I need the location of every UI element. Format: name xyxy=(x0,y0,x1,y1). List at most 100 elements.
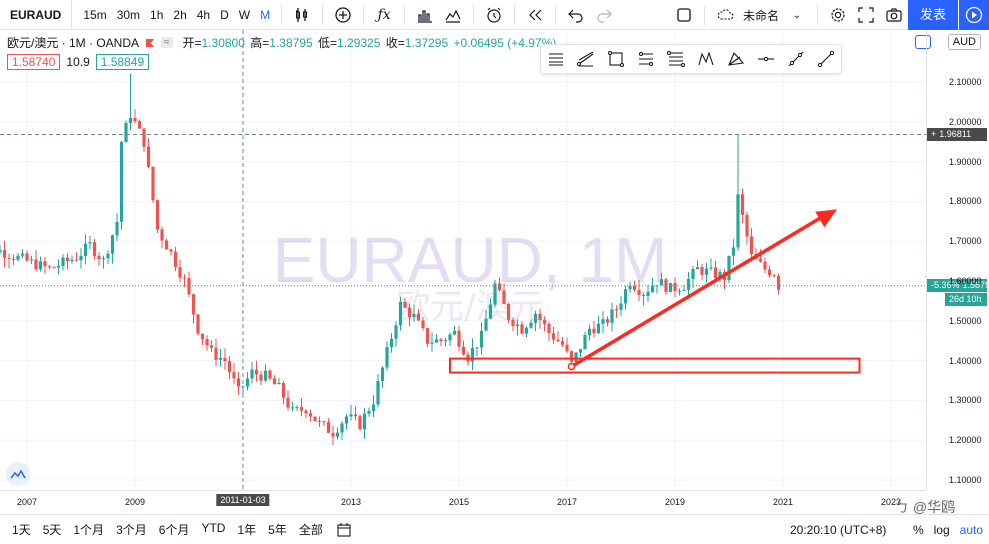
candle-body xyxy=(349,414,353,417)
candle-body xyxy=(286,397,290,408)
settings-gear-icon[interactable] xyxy=(827,4,849,26)
candle-body xyxy=(20,253,25,256)
publish-button[interactable]: 发表 xyxy=(907,0,958,30)
percent-scale-button[interactable]: % xyxy=(912,523,924,537)
time-axis[interactable]: 2011-01-03 2007 2009 2013 2015 2017 2019 2021 2… xyxy=(0,490,926,514)
interval-selector: 15m 30m 1h 2h 4h D W M xyxy=(72,8,275,22)
play-icon[interactable] xyxy=(959,0,989,30)
candle-body xyxy=(506,304,511,320)
close-value: 1.37295 xyxy=(404,36,449,50)
price-tick-label: 1.50000 xyxy=(949,315,982,326)
divider xyxy=(404,4,406,25)
candle-body xyxy=(83,243,88,256)
range-button[interactable]: 5天 xyxy=(42,523,62,537)
bid-ask-panel: 1.58740 10.9 1.58849 xyxy=(7,54,150,70)
trend-line-icon[interactable] xyxy=(784,47,808,71)
indicators-icon[interactable]: ƒx xyxy=(377,6,391,23)
interval-15m[interactable]: 15m xyxy=(83,7,107,22)
alert-clock-icon[interactable] xyxy=(483,4,505,26)
interval-w[interactable]: W xyxy=(238,7,251,22)
tradingview-logo-icon[interactable] xyxy=(6,462,30,486)
candle-body xyxy=(34,259,38,270)
legend-tag[interactable]: ≈ xyxy=(161,37,173,48)
rectangle-icon[interactable] xyxy=(604,47,628,71)
candle-body xyxy=(380,367,385,382)
fullscreen-layout-icon[interactable] xyxy=(673,4,695,26)
clock-timezone[interactable]: 20:20:10 (UTC+8) xyxy=(790,523,887,537)
watermark-symbol: EURAUD, 1M xyxy=(273,224,668,296)
interval-m[interactable]: M xyxy=(260,7,271,22)
candle-body xyxy=(70,259,74,262)
goto-date-icon[interactable] xyxy=(333,519,355,541)
candle-body xyxy=(605,319,610,323)
redo-icon[interactable] xyxy=(593,4,615,26)
candle-body xyxy=(277,382,281,385)
interval-30m[interactable]: 30m xyxy=(116,7,141,22)
candle-body xyxy=(29,259,34,261)
ray-icon[interactable] xyxy=(814,47,838,71)
time-tick-label: 2013 xyxy=(340,497,362,507)
fib-lines-icon[interactable] xyxy=(634,47,658,71)
cloud-icon[interactable] xyxy=(714,4,736,26)
auto-scale-button[interactable]: auto xyxy=(959,523,983,537)
ask-price-button[interactable]: 1.58849 xyxy=(95,54,150,70)
legend-title[interactable]: 欧元/澳元 · 1M · OANDA xyxy=(7,36,140,50)
drawing-toolbar xyxy=(540,44,842,74)
camera-icon[interactable] xyxy=(883,4,905,26)
financials-icon[interactable] xyxy=(414,4,436,26)
bid-price-button[interactable]: 1.58740 xyxy=(7,54,61,70)
interval-4h[interactable]: 4h xyxy=(196,7,211,22)
candle-body xyxy=(38,261,43,270)
candle-body xyxy=(281,382,286,398)
triangle-pattern-icon[interactable] xyxy=(724,47,748,71)
compare-add-icon[interactable] xyxy=(332,4,354,26)
interval-d[interactable]: D xyxy=(220,7,229,22)
currency-toggle-icon[interactable] xyxy=(915,35,931,49)
candle-body xyxy=(331,432,335,437)
candle-body xyxy=(2,250,7,258)
candle-body xyxy=(142,128,146,147)
range-button[interactable]: 1天 xyxy=(12,523,31,537)
range-button[interactable]: 3个月 xyxy=(116,523,147,537)
range-button[interactable]: 1年 xyxy=(237,523,257,537)
range-button[interactable]: YTD xyxy=(201,521,226,535)
candle-body xyxy=(308,413,313,417)
change-value: +0.06495 (+4.97%) xyxy=(453,36,557,50)
chevron-down-icon[interactable]: ⌄ xyxy=(792,9,802,21)
undo-icon[interactable] xyxy=(565,4,587,26)
pattern-icon[interactable] xyxy=(694,47,718,71)
candle-body xyxy=(461,346,466,355)
price-axis[interactable]: +1.96811 -5.36%1.58795 26d 10h 2.10000 2.… xyxy=(926,30,989,490)
candle-body xyxy=(205,339,209,346)
layout-name[interactable]: 未命名 xyxy=(742,8,779,23)
candle-body xyxy=(668,283,673,293)
range-button[interactable]: 全部 xyxy=(298,523,323,537)
change-pct: -5.36% xyxy=(931,280,960,291)
range-button[interactable]: 6个月 xyxy=(158,523,190,537)
crosshair-price-value: 1.96811 xyxy=(939,128,972,139)
red-flag-icon[interactable] xyxy=(145,38,155,48)
plus-icon[interactable]: + xyxy=(931,128,937,139)
replay-icon[interactable] xyxy=(524,4,546,26)
parallel-channel-icon[interactable] xyxy=(544,47,568,71)
log-scale-button[interactable]: log xyxy=(933,523,950,537)
candle-body xyxy=(556,339,560,342)
regression-channel-icon[interactable] xyxy=(574,47,598,71)
currency-badge[interactable]: AUD xyxy=(947,34,981,50)
bar-countdown: 26d 10h xyxy=(945,292,987,306)
symbol-search-button[interactable]: EURAUD xyxy=(0,0,73,30)
horizontal-ray-icon[interactable] xyxy=(754,47,778,71)
fib-levels-icon[interactable] xyxy=(664,47,688,71)
bar-style-icon[interactable] xyxy=(291,4,313,26)
interval-1h[interactable]: 1h xyxy=(150,7,164,22)
interval-2h[interactable]: 2h xyxy=(173,7,187,22)
candle-body xyxy=(569,351,574,362)
templates-icon[interactable] xyxy=(442,4,464,26)
candle-body xyxy=(101,258,106,260)
range-button[interactable]: 1个月 xyxy=(73,523,105,537)
fullscreen-icon[interactable] xyxy=(855,4,877,26)
candle-body xyxy=(439,339,443,342)
candle-body xyxy=(749,236,754,255)
range-button[interactable]: 5年 xyxy=(268,523,287,537)
